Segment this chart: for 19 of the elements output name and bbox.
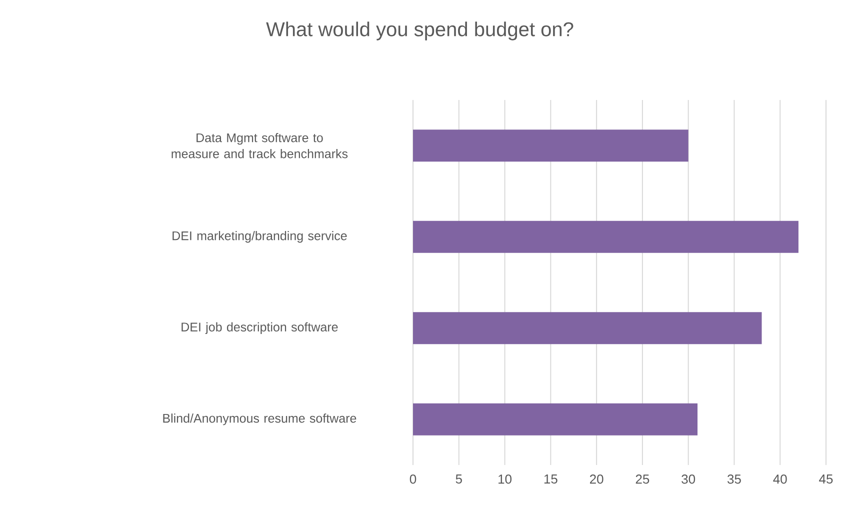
bar (413, 220, 798, 253)
x-tick-label: 35 (727, 474, 741, 484)
x-tick-label: 15 (544, 474, 558, 484)
x-tick-label: 45 (819, 474, 833, 484)
x-tick-label: 0 (410, 474, 416, 484)
y-tick-label: DEI job description software (182, 322, 338, 334)
chart-title: What would you spend budget on? (266, 22, 574, 40)
bar (413, 312, 762, 344)
bar (413, 403, 698, 436)
x-tick-label: 10 (498, 474, 512, 484)
x-tick-label: 5 (456, 474, 462, 484)
y-tick-label: DEI marketing/branding service (172, 231, 347, 243)
x-tick-label: 20 (590, 474, 604, 484)
x-tick-label: 40 (773, 474, 787, 484)
x-tick-label: 25 (636, 474, 650, 484)
y-tick-label: Blind/Anonymous resume software (163, 414, 356, 426)
y-tick-label: Data Mgmt software to measure and track benchmarks (172, 133, 348, 158)
bar (413, 130, 688, 162)
x-tick-label: 30 (682, 474, 696, 484)
